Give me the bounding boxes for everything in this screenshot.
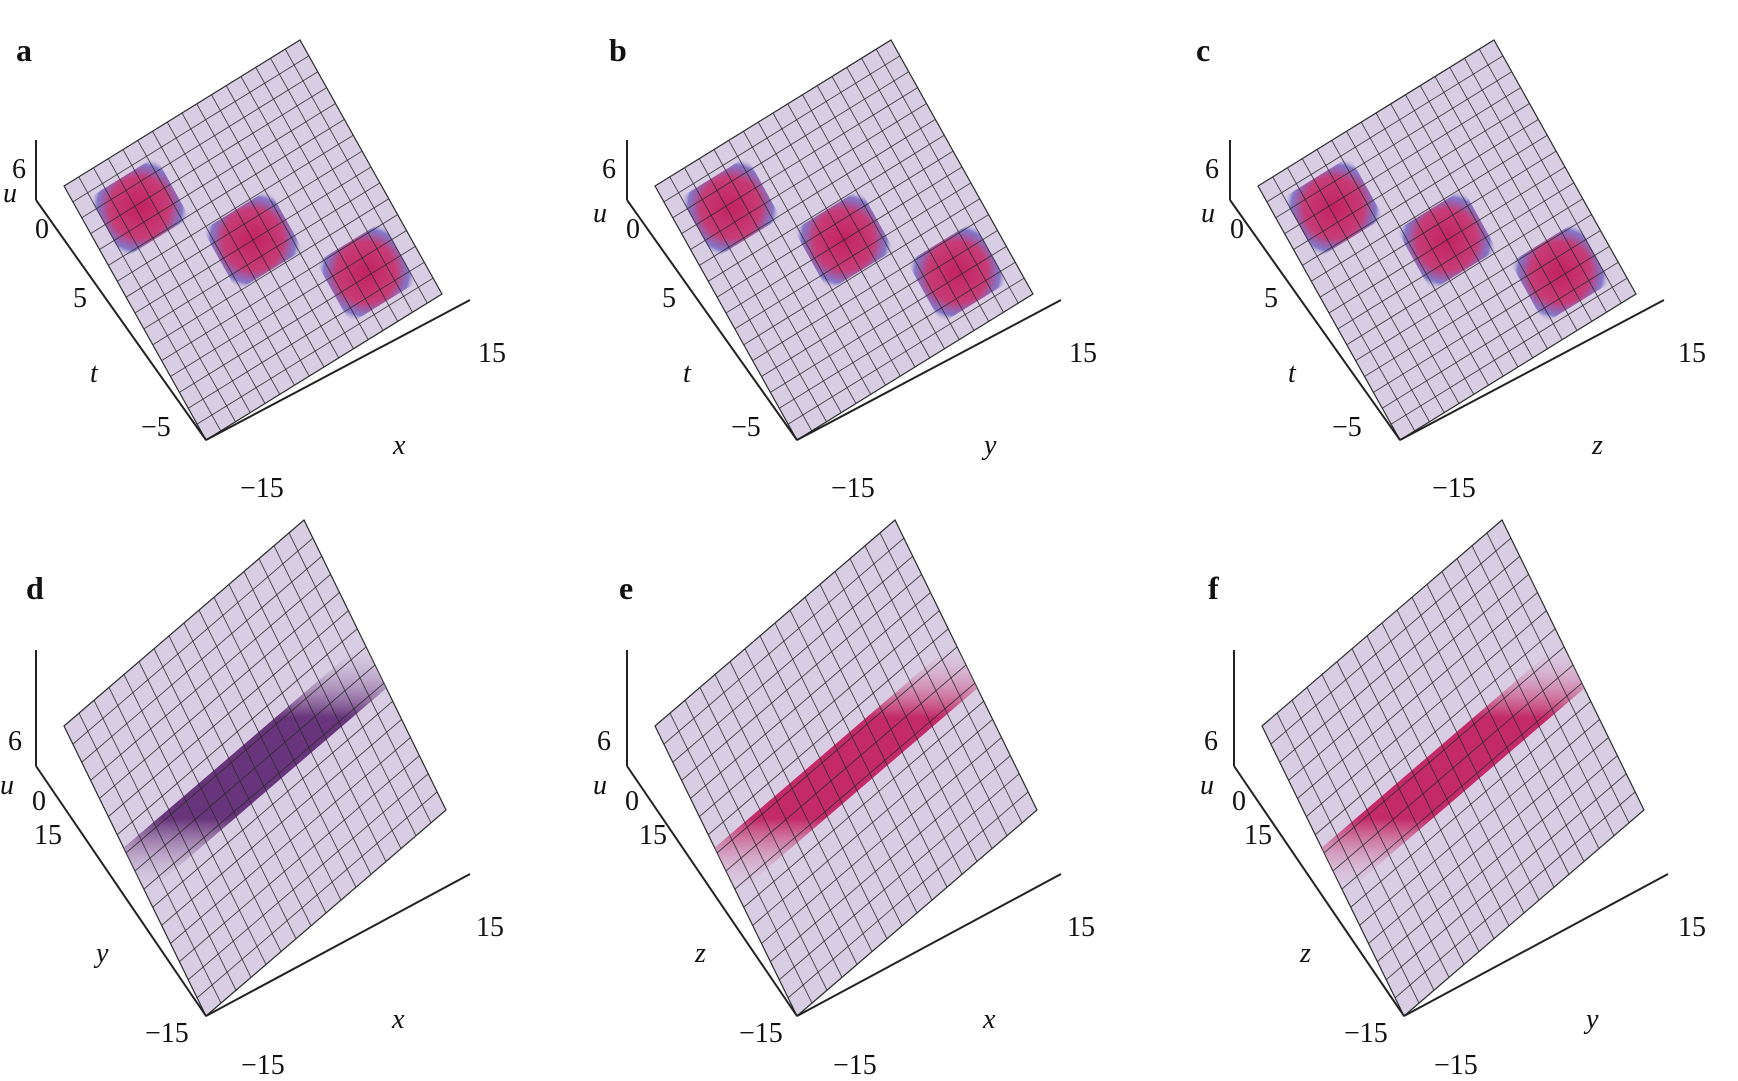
axis-label-h-a: x bbox=[393, 430, 406, 461]
tick-u-6-c: 6 bbox=[1205, 154, 1219, 185]
tick-u-6-d: 6 bbox=[8, 726, 22, 757]
surface-plot-b bbox=[626, 39, 1062, 441]
tick-h-b-b: 15 bbox=[1069, 338, 1097, 369]
panel-f: f 6 u 0 15 z −15 −15 y 15 bbox=[1158, 519, 1738, 1081]
grid-mesh-a bbox=[72, 48, 434, 432]
tick-h-b-c: 15 bbox=[1678, 338, 1706, 369]
tick-h-a-a: −15 bbox=[240, 473, 284, 504]
panel-label-b: b bbox=[609, 32, 627, 68]
tick-d-a-e: 15 bbox=[639, 820, 667, 851]
tick-d-b-e: −15 bbox=[739, 1018, 783, 1049]
soliton-segment-b-1 bbox=[680, 156, 781, 259]
tick-h-a-f: −15 bbox=[1434, 1050, 1478, 1081]
tick-h-b-e: 15 bbox=[1067, 912, 1095, 943]
surface-plot-a bbox=[35, 39, 471, 441]
surface-plot-d bbox=[35, 519, 471, 1017]
tick-d-b-d: −15 bbox=[145, 1018, 189, 1049]
axis-label-u-c: u bbox=[1201, 198, 1215, 229]
grid-mesh-c bbox=[1266, 48, 1628, 432]
axis-label-d-d: y bbox=[96, 938, 109, 969]
soliton-segment-c-3 bbox=[1510, 221, 1611, 324]
panel-e: e 6 u 0 15 z −15 −15 x 15 bbox=[579, 519, 1158, 1081]
axes-b bbox=[626, 140, 1062, 441]
tick-u-0-f: 0 bbox=[1232, 786, 1246, 817]
axis-label-d-c: t bbox=[1288, 358, 1296, 389]
grid-mesh-b bbox=[663, 48, 1025, 432]
panel-label-c: c bbox=[1196, 32, 1211, 68]
tick-h-a-c: −15 bbox=[1432, 473, 1476, 504]
grid-mesh-d bbox=[72, 532, 438, 1004]
tick-d-a-d: 15 bbox=[34, 820, 62, 851]
tick-u-6-e: 6 bbox=[597, 726, 611, 757]
panel-b: b 6 u 0 5 t −5 −15 y 15 bbox=[579, 0, 1158, 540]
axis-label-h-f: y bbox=[1586, 1004, 1599, 1035]
panel-label-a: a bbox=[16, 32, 32, 68]
surface-plot-f bbox=[1233, 519, 1669, 1017]
panel-d: d 6 u 0 15 y −15 −15 x 15 bbox=[0, 519, 579, 1081]
tick-d-b-b: −5 bbox=[731, 412, 761, 443]
tick-u-0-a: 0 bbox=[35, 214, 49, 245]
axis-label-d-e: z bbox=[695, 938, 706, 969]
axis-label-h-c: z bbox=[1592, 430, 1603, 461]
tick-u-6-a: 6 bbox=[12, 154, 26, 185]
tick-d-a-f: 15 bbox=[1244, 820, 1272, 851]
soliton-segment-a-3 bbox=[316, 221, 417, 324]
axes-a bbox=[35, 140, 471, 441]
tick-u-0-c: 0 bbox=[1230, 214, 1244, 245]
tick-h-b-a: 15 bbox=[478, 338, 506, 369]
panel-c: c 6 u 0 5 t −5 −15 z 15 bbox=[1158, 0, 1738, 540]
tick-d-a-a: 5 bbox=[73, 283, 87, 314]
axis-label-u-b: u bbox=[593, 198, 607, 229]
axis-label-u-a: u bbox=[3, 178, 17, 209]
axis-label-d-f: z bbox=[1300, 938, 1311, 969]
tick-h-a-e: −15 bbox=[833, 1050, 877, 1081]
tick-u-0-b: 0 bbox=[626, 214, 640, 245]
axis-label-d-a: t bbox=[90, 358, 98, 389]
tick-h-a-d: −15 bbox=[241, 1050, 285, 1081]
tick-h-a-b: −15 bbox=[831, 473, 875, 504]
panel-label-d: d bbox=[26, 570, 44, 606]
panel-label-e: e bbox=[619, 570, 634, 606]
surface-plot-e bbox=[626, 519, 1062, 1017]
axes-d bbox=[35, 650, 471, 1017]
axis-label-u-f: u bbox=[1200, 770, 1214, 801]
tick-d-b-c: −5 bbox=[1332, 412, 1362, 443]
tick-u-6-f: 6 bbox=[1204, 726, 1218, 757]
axes-f bbox=[1233, 650, 1669, 1017]
tick-h-b-f: 15 bbox=[1678, 912, 1706, 943]
tick-u-6-b: 6 bbox=[602, 154, 616, 185]
axis-label-h-d: x bbox=[392, 1004, 405, 1035]
surface-plot-c bbox=[1229, 39, 1665, 441]
tick-d-a-b: 5 bbox=[662, 283, 676, 314]
panel-label-f: f bbox=[1208, 570, 1219, 606]
tick-d-b-a: −5 bbox=[141, 412, 171, 443]
soliton-segment-b-3 bbox=[907, 221, 1008, 324]
axis-label-u-d: u bbox=[0, 770, 14, 801]
axes-e bbox=[626, 650, 1062, 1017]
tick-d-b-f: −15 bbox=[1344, 1018, 1388, 1049]
axes-c bbox=[1229, 140, 1665, 441]
axis-label-h-e: x bbox=[983, 1004, 996, 1035]
soliton-segment-a-1 bbox=[89, 156, 190, 259]
soliton-segment-c-1 bbox=[1283, 156, 1384, 259]
axis-label-u-e: u bbox=[593, 770, 607, 801]
tick-u-0-d: 0 bbox=[32, 786, 46, 817]
grid-mesh-f bbox=[1270, 532, 1636, 1004]
tick-u-0-e: 0 bbox=[625, 786, 639, 817]
axis-label-h-b: y bbox=[984, 430, 997, 461]
tick-d-a-c: 5 bbox=[1264, 283, 1278, 314]
grid-mesh-e bbox=[663, 532, 1029, 1004]
tick-h-b-d: 15 bbox=[476, 912, 504, 943]
axis-label-d-b: t bbox=[683, 358, 691, 389]
panel-a: a 6 u 0 5 t −5 −15 x 15 bbox=[0, 0, 579, 540]
